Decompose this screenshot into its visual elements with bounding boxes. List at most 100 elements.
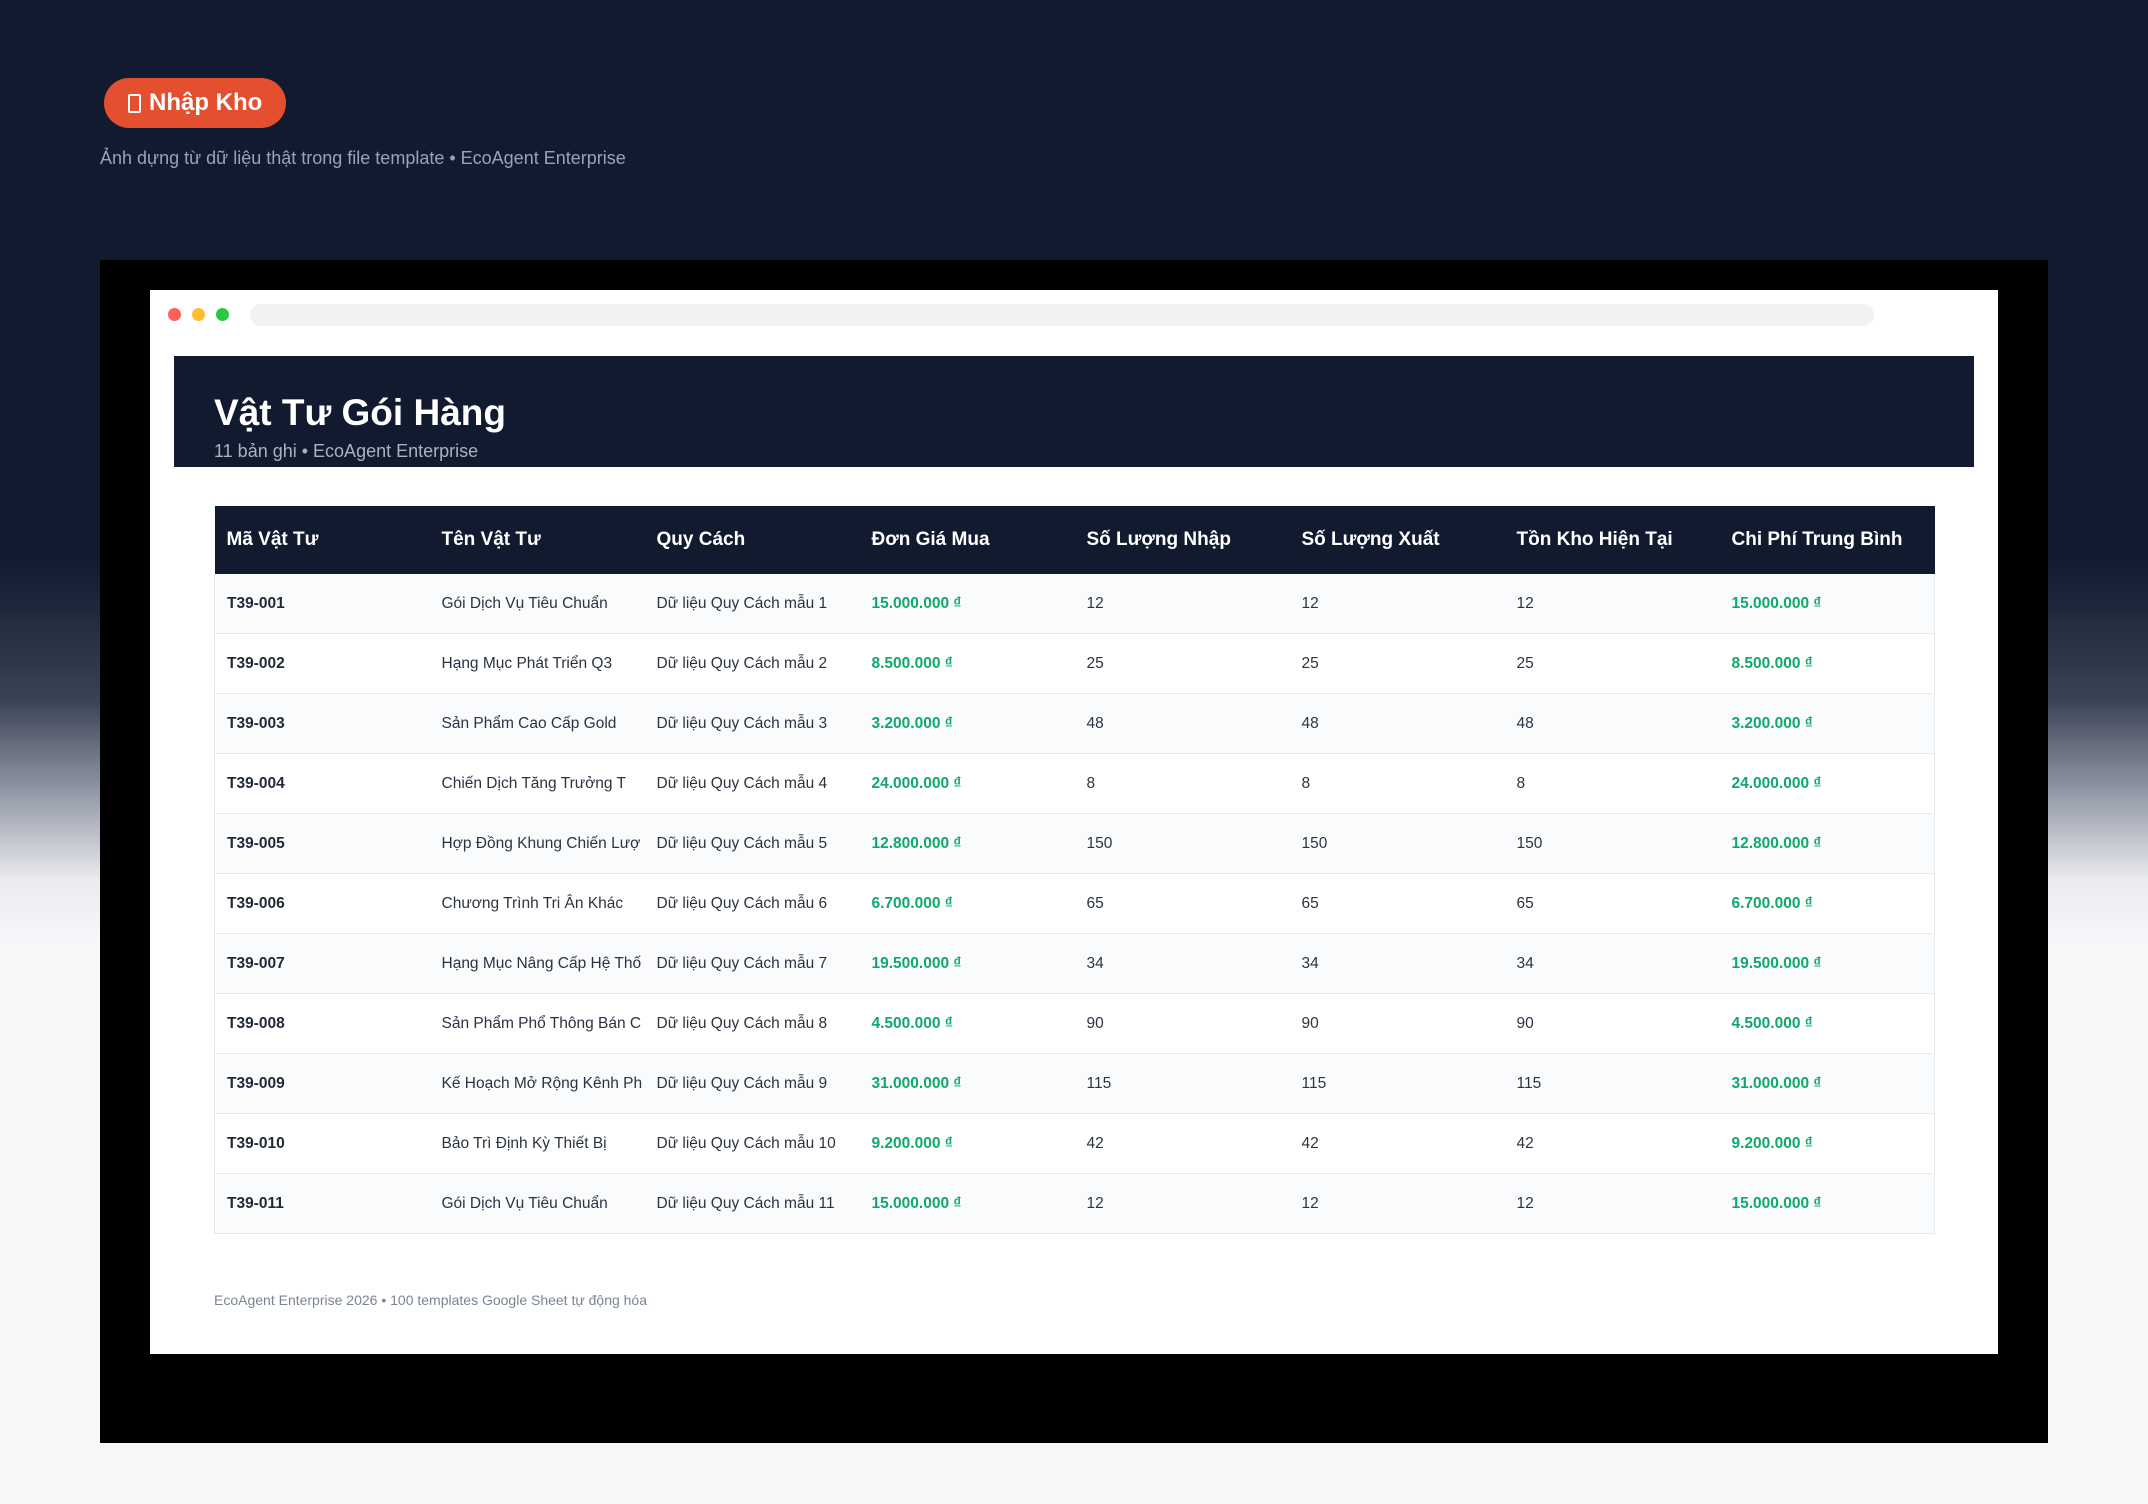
header-column-chi-phi-trung-binh[interactable]: Chi Phí Trung Bình (1719, 506, 1935, 574)
cell-name: Sản Phẩm Phổ Thông Bán C (429, 993, 645, 1054)
cell-unit-price: 4.500.000 ₫ (859, 993, 1075, 1054)
cell-code: T39-006 (214, 873, 430, 934)
cell-name: Kế Hoạch Mở Rộng Kênh Ph (429, 1053, 645, 1114)
cell-code: T39-002 (214, 633, 430, 694)
sheet-title: Vật Tư Gói Hàng (214, 392, 506, 433)
sheet-subtitle: 11 bản ghi • EcoAgent Enterprise (214, 441, 479, 461)
cell-unit-price: 12.800.000 ₫ (859, 813, 1075, 874)
header-column-so-luong-xuat[interactable]: Số Lượng Xuất (1289, 506, 1505, 574)
cell-qty-in: 25 (1074, 633, 1290, 694)
cell-avg-cost: 31.000.000 ₫ (1719, 1053, 1935, 1114)
cell-qty-out: 48 (1289, 693, 1505, 754)
cell-unit-price: 31.000.000 ₫ (859, 1053, 1075, 1114)
cell-code: T39-007 (214, 933, 430, 994)
header-column-ten-vat-tu[interactable]: Tên Vật Tư (429, 506, 645, 574)
table-row[interactable]: T39-003 Sản Phẩm Cao Cấp Gold Dữ liệu Quy … (214, 693, 1935, 754)
cell-spec: Dữ liệu Quy Cách mẫu 3 (644, 693, 860, 754)
table-row[interactable]: T39-001 Gói Dịch Vụ Tiêu Chuẩn Dữ liệu Quy… (214, 574, 1935, 634)
cell-code: T39-003 (214, 693, 430, 754)
cell-qty-in: 65 (1074, 873, 1290, 934)
header-column-ma-vat-tu[interactable]: Mã Vật Tư (214, 506, 430, 574)
cell-qty-out: 12 (1289, 1173, 1505, 1234)
cell-qty-out: 8 (1289, 753, 1505, 814)
table-row[interactable]: T39-006 Chương Trình Tri Ân Khác Dữ liệu Q… (214, 873, 1935, 934)
cell-code: T39-011 (214, 1173, 430, 1234)
cell-qty-out: 150 (1289, 813, 1505, 874)
cell-unit-price: 8.500.000 ₫ (859, 633, 1075, 694)
cell-spec: Dữ liệu Quy Cách mẫu 2 (644, 633, 860, 694)
cell-avg-cost: 6.700.000 ₫ (1719, 873, 1935, 934)
cell-name: Chương Trình Tri Ân Khác (429, 873, 645, 934)
header-column-quy-cach[interactable]: Quy Cách (644, 506, 860, 574)
cell-unit-price: 15.000.000 ₫ (859, 574, 1075, 634)
cell-avg-cost: 8.500.000 ₫ (1719, 633, 1935, 694)
window-controls (168, 308, 229, 321)
cell-qty-in: 34 (1074, 933, 1290, 994)
minimize-window-dot[interactable] (192, 308, 205, 321)
cell-unit-price: 19.500.000 ₫ (859, 933, 1075, 994)
maximize-window-dot[interactable] (216, 308, 229, 321)
cell-unit-price: 15.000.000 ₫ (859, 1173, 1075, 1234)
cell-stock: 42 (1504, 1113, 1720, 1174)
sheet-header: Vật Tư Gói Hàng 11 bản ghi • EcoAgent En… (174, 356, 1974, 467)
cell-spec: Dữ liệu Quy Cách mẫu 8 (644, 993, 860, 1054)
header-column-don-gia-mua[interactable]: Đơn Giá Mua (859, 506, 1075, 574)
cell-name: Bảo Trì Định Kỳ Thiết Bị (429, 1113, 645, 1174)
cell-avg-cost: 9.200.000 ₫ (1719, 1113, 1935, 1174)
cell-stock: 12 (1504, 574, 1720, 634)
cell-stock: 34 (1504, 933, 1720, 994)
sheet-footer: EcoAgent Enterprise 2026 • 100 templates… (214, 1292, 648, 1308)
table-row[interactable]: T39-002 Hạng Mục Phát Triển Q3 Dữ liệu Quy… (214, 633, 1935, 694)
cell-avg-cost: 19.500.000 ₫ (1719, 933, 1935, 994)
caption: Ảnh dựng từ dữ liệu thật trong file temp… (100, 148, 626, 168)
table-row[interactable]: T39-005 Hợp Đồng Khung Chiến Lượ Dữ liệu Q… (214, 813, 1935, 874)
table-row[interactable]: T39-008 Sản Phẩm Phổ Thông Bán C Dữ liệu Q… (214, 993, 1935, 1054)
cell-spec: Dữ liệu Quy Cách mẫu 7 (644, 933, 860, 994)
cell-stock: 25 (1504, 633, 1720, 694)
cell-name: Gói Dịch Vụ Tiêu Chuẩn (429, 1173, 645, 1234)
cell-qty-in: 12 (1074, 574, 1290, 634)
cell-qty-out: 25 (1289, 633, 1505, 694)
cell-name: Sản Phẩm Cao Cấp Gold (429, 693, 645, 754)
cell-code: T39-005 (214, 813, 430, 874)
table-row[interactable]: T39-010 Bảo Trì Định Kỳ Thiết Bị Dữ liệu Q… (214, 1113, 1935, 1174)
cell-unit-price: 24.000.000 ₫ (859, 753, 1075, 814)
cell-code: T39-008 (214, 993, 430, 1054)
cell-spec: Dữ liệu Quy Cách mẫu 4 (644, 753, 860, 814)
cell-unit-price: 3.200.000 ₫ (859, 693, 1075, 754)
cell-qty-in: 8 (1074, 753, 1290, 814)
table-row[interactable]: T39-007 Hạng Mục Nâng Cấp Hệ Thố Dữ liệu Q… (214, 933, 1935, 994)
cell-avg-cost: 24.000.000 ₫ (1719, 753, 1935, 814)
cell-name: Hạng Mục Phát Triển Q3 (429, 633, 645, 694)
cell-name: Hạng Mục Nâng Cấp Hệ Thố (429, 933, 645, 994)
close-window-dot[interactable] (168, 308, 181, 321)
category-badge-label: Nhập Kho (149, 89, 263, 116)
cell-name: Chiến Dịch Tăng Trưởng T (429, 753, 645, 814)
cell-avg-cost: 15.000.000 ₫ (1719, 574, 1935, 634)
cell-qty-out: 115 (1289, 1053, 1505, 1114)
cell-code: T39-010 (214, 1113, 430, 1174)
address-bar[interactable] (250, 304, 1874, 326)
cell-avg-cost: 3.200.000 ₫ (1719, 693, 1935, 754)
tag-icon (128, 93, 141, 113)
cell-qty-out: 90 (1289, 993, 1505, 1054)
header-column-ton-kho[interactable]: Tồn Kho Hiện Tại (1504, 506, 1720, 574)
table-row[interactable]: T39-011 Gói Dịch Vụ Tiêu Chuẩn Dữ liệu Quy… (214, 1173, 1935, 1234)
cell-code: T39-001 (214, 574, 430, 634)
cell-stock: 115 (1504, 1053, 1720, 1114)
table-row[interactable]: T39-009 Kế Hoạch Mở Rộng Kênh Ph Dữ liệu Q… (214, 1053, 1935, 1114)
header-column-so-luong-nhap[interactable]: Số Lượng Nhập (1074, 506, 1290, 574)
cell-spec: Dữ liệu Quy Cách mẫu 5 (644, 813, 860, 874)
cell-qty-in: 42 (1074, 1113, 1290, 1174)
cell-qty-out: 42 (1289, 1113, 1505, 1174)
cell-qty-in: 150 (1074, 813, 1290, 874)
cell-stock: 65 (1504, 873, 1720, 934)
cell-stock: 48 (1504, 693, 1720, 754)
table-header-row: Mã Vật Tư Tên Vật Tư Quy Cách Đơn Giá Mua Số… (214, 506, 1935, 574)
cell-unit-price: 9.200.000 ₫ (859, 1113, 1075, 1174)
cell-spec: Dữ liệu Quy Cách mẫu 11 (644, 1173, 860, 1234)
cell-code: T39-009 (214, 1053, 430, 1114)
cell-qty-out: 12 (1289, 574, 1505, 634)
table-row[interactable]: T39-004 Chiến Dịch Tăng Trưởng T Dữ liệu Q… (214, 753, 1935, 814)
cell-unit-price: 6.700.000 ₫ (859, 873, 1075, 934)
